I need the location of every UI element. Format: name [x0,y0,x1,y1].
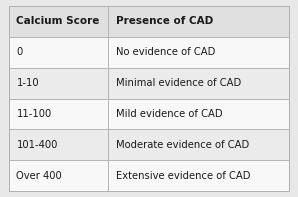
Bar [9,37,108,68]
Bar [9,6,108,37]
Text: 1-10: 1-10 [16,78,39,88]
Bar [108,129,289,160]
Bar [108,6,289,37]
Bar [108,98,289,129]
Text: Moderate evidence of CAD: Moderate evidence of CAD [116,140,249,150]
Text: Over 400: Over 400 [16,171,62,181]
Text: Minimal evidence of CAD: Minimal evidence of CAD [116,78,241,88]
Text: Calcium Score: Calcium Score [16,16,100,26]
Text: Mild evidence of CAD: Mild evidence of CAD [116,109,223,119]
Text: Extensive evidence of CAD: Extensive evidence of CAD [116,171,250,181]
Text: No evidence of CAD: No evidence of CAD [116,47,215,57]
Bar [108,37,289,68]
Bar [108,68,289,98]
Bar [9,98,108,129]
Bar [108,160,289,191]
Bar [9,68,108,98]
Text: 101-400: 101-400 [16,140,58,150]
Text: 11-100: 11-100 [16,109,52,119]
Bar [9,129,108,160]
Text: 0: 0 [16,47,23,57]
Text: Presence of CAD: Presence of CAD [116,16,213,26]
Bar [9,160,108,191]
